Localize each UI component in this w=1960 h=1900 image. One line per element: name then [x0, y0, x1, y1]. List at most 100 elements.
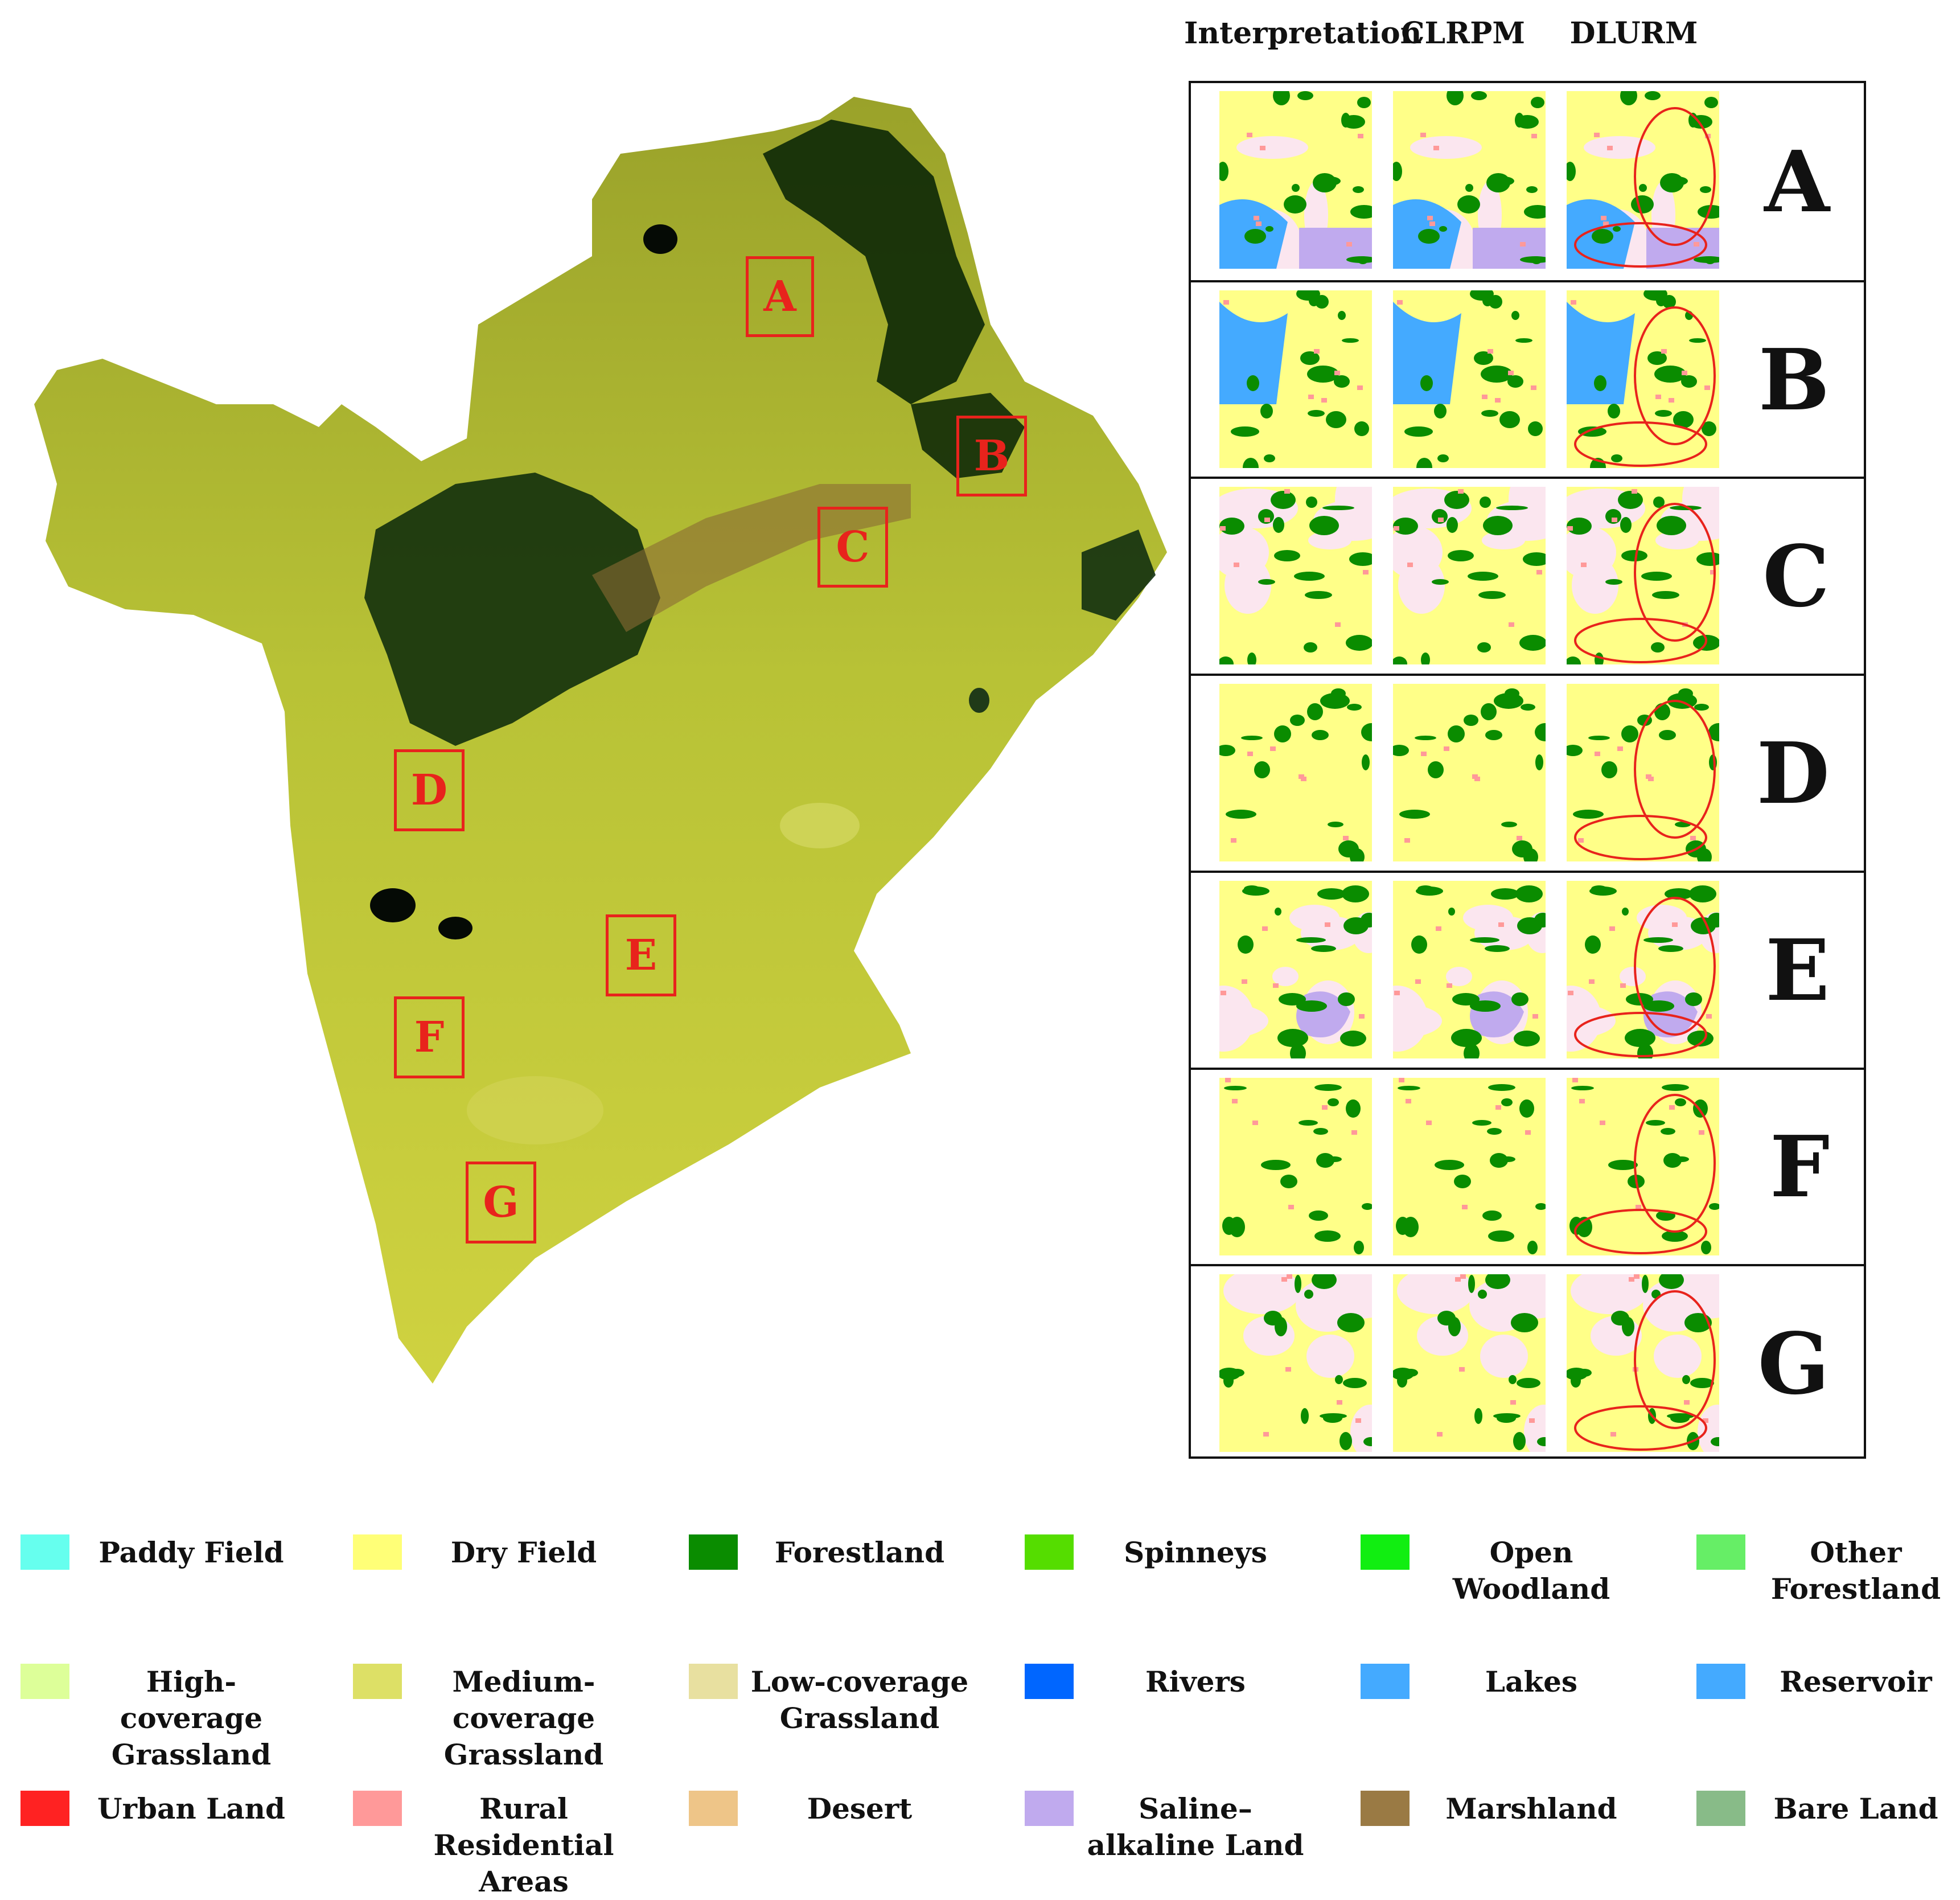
comparison-row-d: D [1191, 674, 1864, 871]
thumbnail-clrpm-f [1393, 1077, 1546, 1255]
row-label-c: C [1762, 527, 1830, 626]
forest-belt-northeast [763, 120, 985, 404]
legend-swatch [1025, 1664, 1074, 1699]
comparison-row-b: B [1191, 280, 1864, 477]
thumbnail-dlurm-f [1567, 1077, 1719, 1255]
speckle-1 [780, 803, 860, 848]
thumbnail-clrpm-d [1393, 684, 1546, 862]
row-label-e: E [1765, 920, 1830, 1020]
row-label-d: D [1756, 723, 1830, 823]
thumbnail-dlurm-b [1567, 290, 1719, 468]
thumbnail-dlurm-c [1567, 487, 1719, 665]
comparison-row-e: E [1191, 870, 1864, 1068]
region-box-e[interactable]: E [606, 914, 676, 996]
thumbnail-dlurm-d [1567, 684, 1719, 862]
legend-label: High-coverage Grassland [111, 1665, 272, 1771]
region-box-e-label: E [624, 931, 658, 980]
legend-label: Rivers [1145, 1665, 1246, 1698]
region-box-a[interactable]: A [746, 256, 814, 337]
region-box-b[interactable]: B [956, 416, 1027, 496]
legend-label: Saline–alkaline Land [1087, 1792, 1304, 1862]
legend-label: Reservoir [1780, 1665, 1932, 1698]
thumbnail-interpretation-f [1219, 1077, 1372, 1255]
thumbnail-interpretation-d [1219, 684, 1372, 862]
legend-swatch [1361, 1664, 1410, 1699]
legend-swatch [1696, 1664, 1745, 1699]
thumbnail-clrpm-g [1393, 1274, 1546, 1452]
column-header-interpretation: Interpretation [1184, 16, 1422, 51]
legend-label: Dry Field [450, 1536, 597, 1569]
legend-label: Lakes [1485, 1665, 1578, 1698]
forest-patch-east [911, 393, 1025, 478]
legend-label: Open Woodland [1452, 1536, 1610, 1606]
speckle-2 [467, 1076, 603, 1144]
thumbnail-interpretation-g [1219, 1274, 1372, 1452]
legend-swatch [1361, 1534, 1410, 1570]
region-box-c-label: C [836, 523, 870, 572]
legend-swatch [689, 1791, 738, 1826]
region-box-d-label: D [410, 766, 448, 815]
comparison-row-f: F [1191, 1067, 1864, 1265]
legend-label: Bare Land [1773, 1792, 1938, 1825]
satellite-map: A B C D E F G [23, 85, 1184, 1418]
legend-label: Forestland [774, 1536, 945, 1569]
legend-label: Urban Land [97, 1792, 285, 1825]
region-box-a-label: A [763, 272, 796, 321]
thumbnail-dlurm-e [1567, 880, 1719, 1058]
column-header-dlurm: DLURM [1569, 16, 1698, 51]
thumbnail-dlurm-g [1567, 1274, 1719, 1452]
region-box-g-label: G [483, 1178, 519, 1227]
lake-west-1 [370, 888, 416, 922]
region-box-g[interactable]: G [466, 1162, 536, 1244]
region-box-f[interactable]: F [394, 996, 465, 1078]
region-box-f-label: F [414, 1013, 445, 1062]
legend-swatch [1025, 1534, 1074, 1570]
column-header-clrpm: CLRPM [1401, 16, 1525, 51]
row-label-a: A [1764, 132, 1830, 231]
row-label-b: B [1758, 330, 1830, 429]
thumbnail-dlurm-a [1567, 91, 1719, 269]
forest-patch-far-east [1082, 530, 1156, 621]
thumbnail-clrpm-b [1393, 290, 1546, 468]
region-box-b-label: B [973, 432, 1010, 481]
region-box-c[interactable]: C [817, 507, 888, 588]
legend-swatch [689, 1664, 738, 1699]
row-label-g: G [1757, 1314, 1830, 1414]
legend-label: Other Forestland [1770, 1536, 1941, 1606]
lake-central [969, 688, 989, 713]
legend-label: Low-coverage Grassland [750, 1665, 969, 1735]
legend-label: Desert [807, 1792, 913, 1825]
thumbnail-interpretation-a [1219, 91, 1372, 269]
legend-label: Medium-coverage Grassland [443, 1665, 604, 1771]
legend-label: Spinneys [1124, 1536, 1267, 1569]
legend-swatch [20, 1664, 69, 1699]
legend-swatch [1696, 1534, 1745, 1570]
legend-swatch [1025, 1791, 1074, 1826]
region-box-d[interactable]: D [394, 749, 465, 831]
lake-west-2 [438, 917, 472, 939]
legend-swatch [1696, 1791, 1745, 1826]
legend-swatch [20, 1791, 69, 1826]
lake-north [643, 224, 677, 254]
comparison-row-g: G [1191, 1264, 1864, 1461]
thumbnail-clrpm-c [1393, 487, 1546, 665]
legend-label: Rural Residential Areas [433, 1792, 614, 1898]
thumbnail-interpretation-b [1219, 290, 1372, 468]
thumbnail-interpretation-e [1219, 880, 1372, 1058]
legend-label: Paddy Field [98, 1536, 284, 1569]
legend-swatch [20, 1534, 69, 1570]
legend-swatch [689, 1534, 738, 1570]
legend-swatch [353, 1664, 402, 1699]
legend-swatch [353, 1534, 402, 1570]
comparison-row-c: C [1191, 477, 1864, 674]
study-area-image [34, 97, 1167, 1384]
study-area-outline [34, 97, 1167, 1384]
legend-label: Marshland [1445, 1792, 1617, 1825]
legend-swatch [1361, 1791, 1410, 1826]
row-label-f: F [1769, 1117, 1830, 1217]
forest-band-central [364, 473, 660, 746]
legend-swatch [353, 1791, 402, 1826]
comparison-row-a: A [1191, 83, 1864, 280]
thumbnail-clrpm-a [1393, 91, 1546, 269]
